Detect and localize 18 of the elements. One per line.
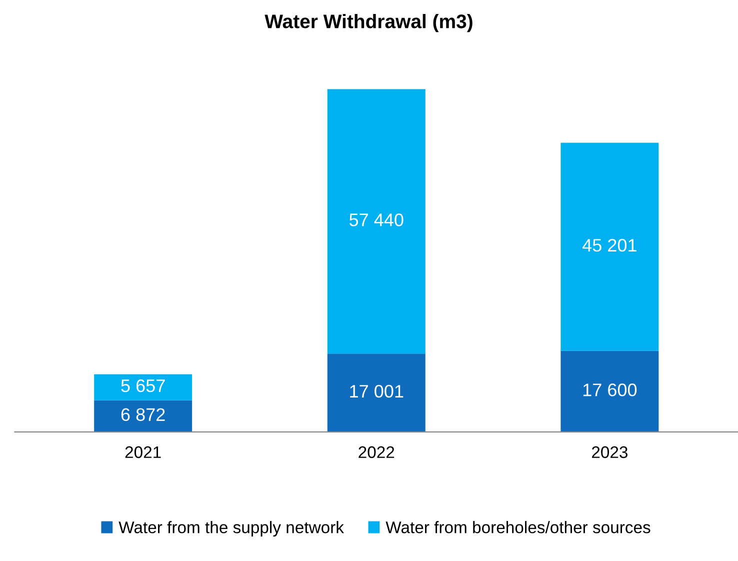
data-label: 6 872 [121,408,165,421]
data-label: 57 440 [349,213,404,226]
legend-label: Water from the supply network [118,521,344,537]
bar [560,142,659,351]
bar [327,89,426,354]
x-tick-label: 2021 [125,446,161,458]
x-tick-label: 2023 [592,446,628,458]
data-label: 5 657 [121,379,165,392]
x-tick-label: 2022 [358,446,394,458]
data-label: 45 201 [582,238,636,252]
data-label: 17 001 [350,384,404,398]
data-label: 17 600 [583,384,637,396]
legend-label: Water from boreholes/other sources [386,521,650,534]
bar [94,374,192,400]
chart-title: Water Withdrawal (m3) [264,14,472,32]
bar [94,400,192,432]
bar [327,354,426,432]
bar [560,350,659,432]
